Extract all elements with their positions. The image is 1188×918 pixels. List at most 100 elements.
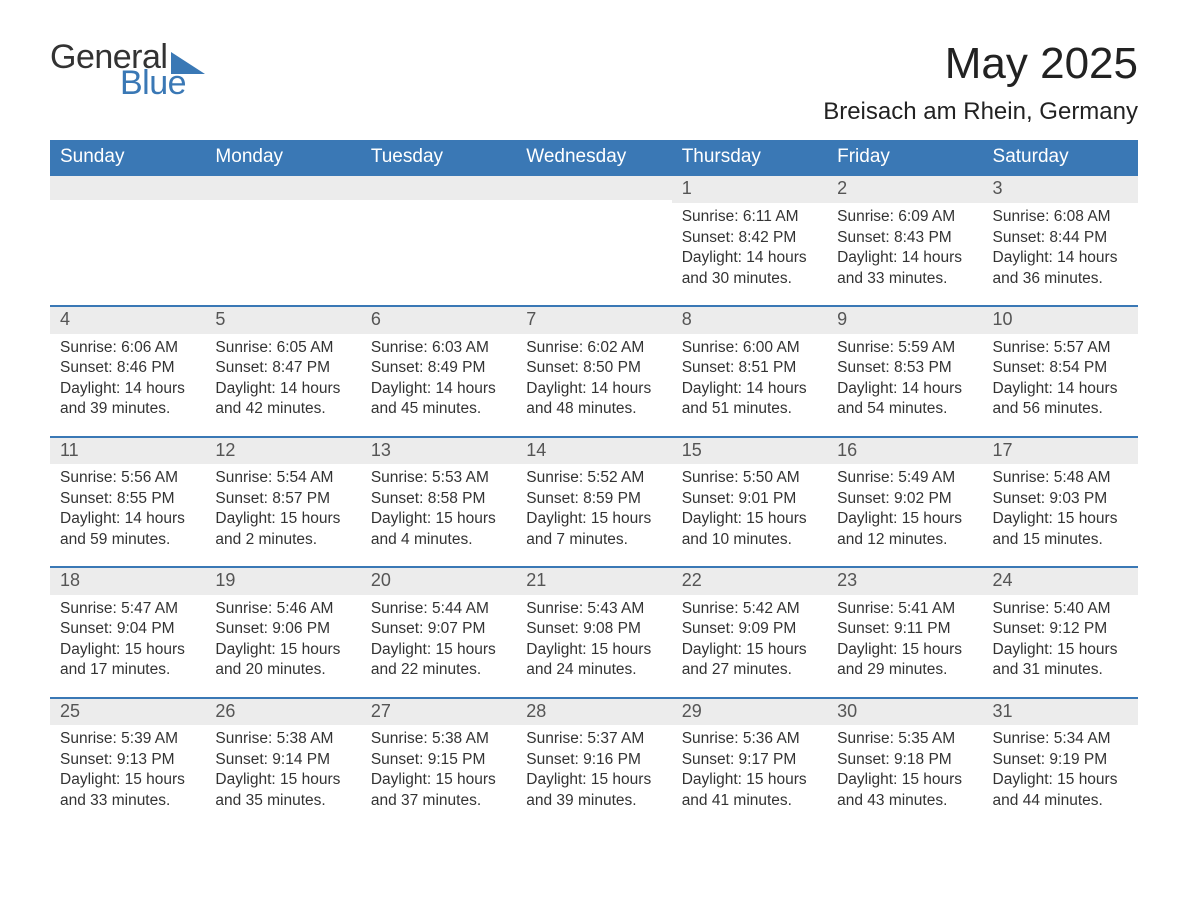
calendar-day: 19Sunrise: 5:46 AMSunset: 9:06 PMDayligh… <box>205 568 360 687</box>
day-details: Sunrise: 5:35 AMSunset: 9:18 PMDaylight:… <box>827 725 982 817</box>
day-details: Sunrise: 5:38 AMSunset: 9:15 PMDaylight:… <box>361 725 516 817</box>
sunrise-text: Sunrise: 5:41 AM <box>837 599 972 619</box>
calendar-day <box>516 176 671 295</box>
day-number: 16 <box>827 438 982 465</box>
sunset-text: Sunset: 9:13 PM <box>60 750 195 770</box>
sunset-text: Sunset: 9:01 PM <box>682 489 817 509</box>
daylight-text: Daylight: 15 hours and 10 minutes. <box>682 509 817 550</box>
sunset-text: Sunset: 8:51 PM <box>682 358 817 378</box>
sunrise-text: Sunrise: 5:38 AM <box>371 729 506 749</box>
sunrise-text: Sunrise: 5:53 AM <box>371 468 506 488</box>
daylight-text: Daylight: 15 hours and 35 minutes. <box>215 770 350 811</box>
sunset-text: Sunset: 8:42 PM <box>682 228 817 248</box>
day-details: Sunrise: 6:03 AMSunset: 8:49 PMDaylight:… <box>361 334 516 426</box>
daylight-text: Daylight: 15 hours and 29 minutes. <box>837 640 972 681</box>
sunrise-text: Sunrise: 5:57 AM <box>993 338 1128 358</box>
daylight-text: Daylight: 14 hours and 33 minutes. <box>837 248 972 289</box>
sunrise-text: Sunrise: 6:00 AM <box>682 338 817 358</box>
day-details: Sunrise: 6:11 AMSunset: 8:42 PMDaylight:… <box>672 203 827 295</box>
sunset-text: Sunset: 8:44 PM <box>993 228 1128 248</box>
day-number: 23 <box>827 568 982 595</box>
day-number: 19 <box>205 568 360 595</box>
day-number <box>205 176 360 200</box>
sunrise-text: Sunrise: 6:11 AM <box>682 207 817 227</box>
calendar-week: 25 Sunrise: 5:39 AMSunset: 9:13 PM Dayligh… <box>50 697 1138 818</box>
calendar-body: 1Sunrise: 6:11 AMSunset: 8:42 PMDaylight… <box>50 176 1138 817</box>
daylight-text: Daylight: 14 hours and 42 minutes. <box>215 379 350 420</box>
calendar-header-row: SundayMondayTuesdayWednesdayThursdayFrid… <box>50 140 1138 176</box>
sunset-text: Sunset: 9:19 PM <box>993 750 1128 770</box>
daylight-text: Daylight: 15 hours and 27 minutes. <box>682 640 817 681</box>
day-details: Sunrise: 5:38 AMSunset: 9:14 PMDaylight:… <box>205 725 360 817</box>
sunset-text: Sunset: 8:46 PM <box>60 358 195 378</box>
day-details: Sunrise: 5:57 AMSunset: 8:54 PMDaylight:… <box>983 334 1138 426</box>
calendar-day: 4Sunrise: 6:06 AMSunset: 8:46 PMDaylight… <box>50 307 205 426</box>
calendar-day: 1Sunrise: 6:11 AMSunset: 8:42 PMDaylight… <box>672 176 827 295</box>
day-number: 27 <box>361 699 516 726</box>
sunrise-text: Sunrise: 5:52 AM <box>526 468 661 488</box>
sunset-text: Sunset: 8:59 PM <box>526 489 661 509</box>
sunset-text: Sunset: 8:47 PM <box>215 358 350 378</box>
day-details: Sunrise: 5:52 AMSunset: 8:59 PMDaylight:… <box>516 464 671 556</box>
weekday-header: Saturday <box>983 140 1138 176</box>
sunrise-text: Sunrise: 6:08 AM <box>993 207 1128 227</box>
sunrise-text: Sunrise: 5:40 AM <box>993 599 1128 619</box>
daylight-text: Daylight: 15 hours and 7 minutes. <box>526 509 661 550</box>
day-number: 25 <box>50 699 205 726</box>
day-number: 1 <box>672 176 827 203</box>
day-number: 8 <box>672 307 827 334</box>
day-number: 4 <box>50 307 205 334</box>
day-number: 17 <box>983 438 1138 465</box>
weekday-header: Tuesday <box>361 140 516 176</box>
calendar-day: 21Sunrise: 5:43 AMSunset: 9:08 PMDayligh… <box>516 568 671 687</box>
sunset-text: Sunset: 8:53 PM <box>837 358 972 378</box>
daylight-text: Daylight: 15 hours and 41 minutes. <box>682 770 817 811</box>
day-number: 26 <box>205 699 360 726</box>
brand-logo: General Blue <box>50 40 205 100</box>
daylight-text: Daylight: 15 hours and 15 minutes. <box>993 509 1128 550</box>
brand-triangle-icon <box>171 52 205 74</box>
daylight-text: Daylight: 14 hours and 30 minutes. <box>682 248 817 289</box>
sunrise-text: Sunrise: 5:44 AM <box>371 599 506 619</box>
calendar-day: 11Sunrise: 5:56 AMSunset: 8:55 PMDayligh… <box>50 438 205 557</box>
calendar-day: 15Sunrise: 5:50 AMSunset: 9:01 PMDayligh… <box>672 438 827 557</box>
day-details: Sunrise: 5:49 AMSunset: 9:02 PMDaylight:… <box>827 464 982 556</box>
sunset-text: Sunset: 9:09 PM <box>682 619 817 639</box>
sunset-text: Sunset: 9:16 PM <box>526 750 661 770</box>
sunset-text: Sunset: 9:15 PM <box>371 750 506 770</box>
calendar-day: 17Sunrise: 5:48 AMSunset: 9:03 PMDayligh… <box>983 438 1138 557</box>
sunrise-text: Sunrise: 5:48 AM <box>993 468 1128 488</box>
day-details: Sunrise: 6:06 AMSunset: 8:46 PMDaylight:… <box>50 334 205 426</box>
sunrise-text: Sunrise: 5:35 AM <box>837 729 972 749</box>
calendar-day: 28Sunrise: 5:37 AMSunset: 9:16 PMDayligh… <box>516 699 671 818</box>
sunset-text: Sunset: 8:49 PM <box>371 358 506 378</box>
day-number: 31 <box>983 699 1138 726</box>
day-details: Sunrise: 5:54 AMSunset: 8:57 PMDaylight:… <box>205 464 360 556</box>
calendar-day: 14Sunrise: 5:52 AMSunset: 8:59 PMDayligh… <box>516 438 671 557</box>
day-details: Sunrise: 5:48 AMSunset: 9:03 PMDaylight:… <box>983 464 1138 556</box>
page: General Blue May 2025 Breisach am Rhein,… <box>0 0 1188 918</box>
calendar-day: 10Sunrise: 5:57 AMSunset: 8:54 PMDayligh… <box>983 307 1138 426</box>
calendar-day: 9Sunrise: 5:59 AMSunset: 8:53 PMDaylight… <box>827 307 982 426</box>
daylight-text: Daylight: 15 hours and 20 minutes. <box>215 640 350 681</box>
day-details: Sunrise: 5:46 AMSunset: 9:06 PMDaylight:… <box>205 595 360 687</box>
calendar-day <box>205 176 360 295</box>
header-row: General Blue May 2025 Breisach am Rhein,… <box>50 40 1138 126</box>
day-number: 24 <box>983 568 1138 595</box>
sunset-text: Sunset: 9:08 PM <box>526 619 661 639</box>
sunrise-text: Sunrise: 5:38 AM <box>215 729 350 749</box>
sunset-text: Sunset: 9:06 PM <box>215 619 350 639</box>
weekday-header: Monday <box>205 140 360 176</box>
weekday-header: Thursday <box>672 140 827 176</box>
sunset-text: Sunset: 8:43 PM <box>837 228 972 248</box>
day-number: 2 <box>827 176 982 203</box>
sunset-text: Sunset: 8:55 PM <box>60 489 195 509</box>
day-number: 7 <box>516 307 671 334</box>
day-details: Sunrise: 5:43 AMSunset: 9:08 PMDaylight:… <box>516 595 671 687</box>
calendar-day <box>50 176 205 295</box>
calendar-day: 5Sunrise: 6:05 AMSunset: 8:47 PMDaylight… <box>205 307 360 426</box>
sunrise-text: Sunrise: 5:39 AM <box>60 729 195 749</box>
sunset-text: Sunset: 9:18 PM <box>837 750 972 770</box>
daylight-text: Daylight: 15 hours and 44 minutes. <box>993 770 1128 811</box>
calendar-day: 23Sunrise: 5:41 AMSunset: 9:11 PMDayligh… <box>827 568 982 687</box>
